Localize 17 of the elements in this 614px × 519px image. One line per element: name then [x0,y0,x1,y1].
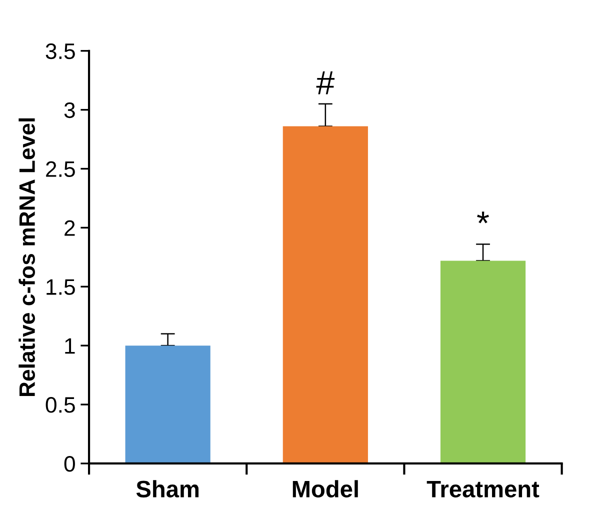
x-tick-label: Sham [136,480,199,498]
y-tick-label: 1.5 [46,279,75,295]
y-tick-label: 3 [64,102,75,118]
bar [282,126,368,464]
y-tick-label: 0 [64,456,75,472]
x-tick-label: Treatment [426,481,540,498]
y-tick-label: 0.5 [46,397,75,413]
bar [125,346,210,464]
bar [440,260,526,464]
y-axis-title: Relative c-fos mRNA Level [18,118,35,396]
y-tick-label: 2 [64,220,75,236]
x-tick-label: Model [292,480,358,498]
annotation: * [477,212,489,224]
y-tick-label: 2.5 [46,161,75,178]
y-tick-label: 3.5 [46,43,75,60]
annotation: # [316,71,335,94]
y-tick-label: 1 [65,338,75,354]
